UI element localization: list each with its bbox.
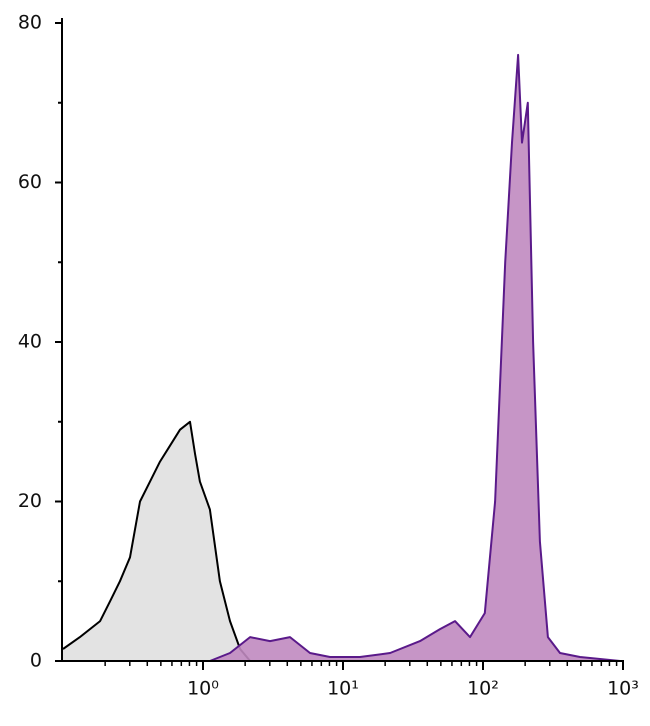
histogram-area	[63, 421, 251, 661]
y-tick-label: 80	[18, 12, 42, 34]
y-tick-label: 40	[18, 331, 42, 353]
x-tick-label: 10¹	[327, 678, 359, 700]
histogram-line	[62, 420, 251, 662]
y-tick-label: 0	[30, 650, 42, 672]
y-tick-label: 60	[18, 171, 42, 193]
histogram-area	[209, 54, 621, 661]
x-tick-label: 10³	[607, 678, 639, 700]
histogram-line	[209, 53, 621, 662]
x-tick-label: 10²	[467, 678, 499, 700]
x-tick-label: 10⁰	[187, 678, 219, 700]
y-tick-label: 20	[18, 490, 42, 512]
